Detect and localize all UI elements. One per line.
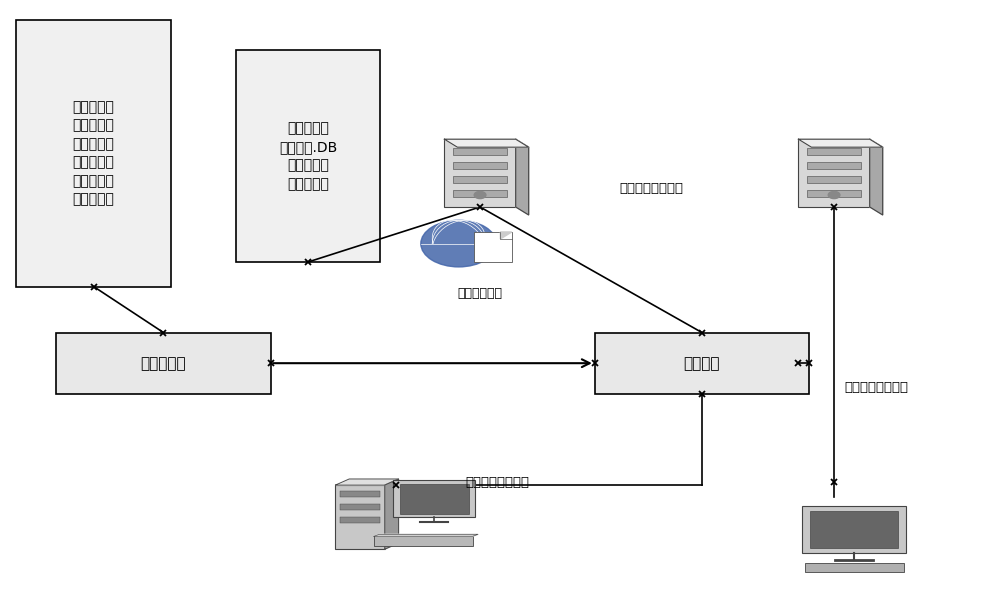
FancyBboxPatch shape	[16, 20, 171, 286]
FancyBboxPatch shape	[374, 537, 473, 546]
Circle shape	[828, 192, 840, 198]
Polygon shape	[335, 479, 399, 485]
Text: 网络传输通信协议: 网络传输通信协议	[465, 476, 529, 489]
FancyBboxPatch shape	[335, 485, 385, 549]
Circle shape	[421, 221, 497, 267]
Polygon shape	[500, 232, 512, 239]
FancyBboxPatch shape	[798, 139, 870, 207]
FancyBboxPatch shape	[453, 190, 507, 197]
FancyBboxPatch shape	[802, 506, 906, 553]
Polygon shape	[798, 139, 883, 147]
FancyBboxPatch shape	[807, 176, 861, 183]
Text: 网络传输通信协议: 网络传输通信协议	[620, 182, 684, 195]
FancyBboxPatch shape	[453, 148, 507, 155]
Text: 流媒体服务器: 流媒体服务器	[458, 286, 503, 299]
FancyBboxPatch shape	[805, 564, 904, 572]
Text: 通过创建控
件属性，将
控件的基本
信息，逻辑
跳转等保存
在数据库中: 通过创建控 件属性，将 控件的基本 信息，逻辑 跳转等保存 在数据库中	[73, 100, 115, 206]
FancyBboxPatch shape	[807, 162, 861, 169]
FancyBboxPatch shape	[340, 505, 380, 509]
FancyBboxPatch shape	[807, 190, 861, 197]
FancyBboxPatch shape	[340, 517, 380, 522]
Text: 控制终端: 控制终端	[684, 355, 720, 371]
FancyBboxPatch shape	[340, 492, 380, 497]
FancyBboxPatch shape	[444, 139, 516, 207]
FancyBboxPatch shape	[236, 51, 380, 262]
FancyBboxPatch shape	[595, 333, 809, 394]
Polygon shape	[385, 479, 399, 549]
Polygon shape	[374, 534, 478, 537]
FancyBboxPatch shape	[393, 480, 475, 517]
FancyBboxPatch shape	[453, 176, 507, 183]
Polygon shape	[444, 139, 529, 147]
FancyBboxPatch shape	[400, 484, 469, 514]
FancyBboxPatch shape	[56, 333, 271, 394]
Text: 可编辑软件: 可编辑软件	[141, 355, 186, 371]
Polygon shape	[516, 139, 529, 215]
FancyBboxPatch shape	[810, 511, 898, 548]
Circle shape	[474, 192, 486, 198]
FancyBboxPatch shape	[807, 148, 861, 155]
Text: 网络传输通信协议: 网络传输通信协议	[844, 381, 908, 394]
Polygon shape	[870, 139, 883, 215]
Text: 将通过网络
传输，把.DB
数据库文件
传输到远端: 将通过网络 传输，把.DB 数据库文件 传输到远端	[279, 121, 337, 191]
FancyBboxPatch shape	[474, 232, 512, 262]
FancyBboxPatch shape	[453, 162, 507, 169]
